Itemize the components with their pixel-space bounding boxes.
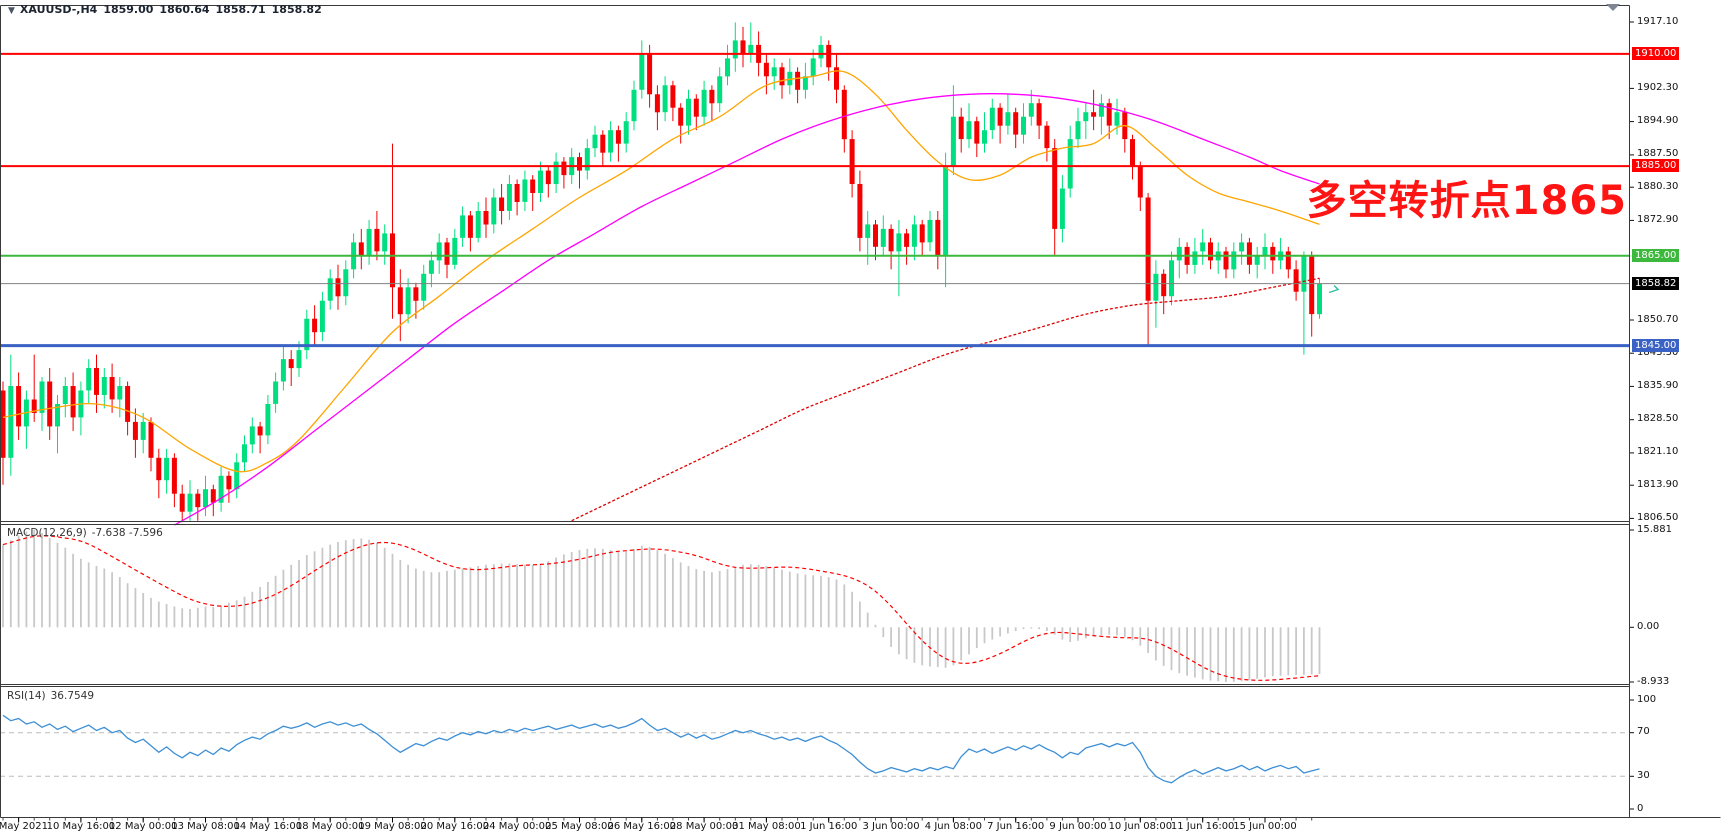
end-marker (1328, 285, 1340, 294)
date-tick-label: 26 May 16:00 (607, 821, 677, 832)
price-tick-label: 1894.90 (1637, 115, 1679, 127)
macd-indicator-label: MACD(12,26,9) -7.638 -7.596 (7, 527, 168, 539)
date-tick-label: 3 Jun 00:00 (862, 821, 920, 832)
macd-axis-label: -8.933 (1637, 675, 1670, 687)
date-tick-label: 13 May 08:00 (171, 821, 240, 832)
date-tick-label: 19 May 08:00 (358, 821, 427, 832)
price-tick-label: 1843.30 (1637, 346, 1679, 358)
price-tick-label: 1872.90 (1637, 213, 1679, 225)
date-tick-label: 28 May 00:00 (669, 821, 739, 832)
collapse-ohlc-icon[interactable]: ▼ (8, 6, 15, 16)
open-value: 1859.00 (103, 3, 154, 16)
rsi-line (2, 714, 1320, 784)
chart-shift-icon[interactable] (1606, 4, 1620, 11)
price-tick-label: 1806.50 (1637, 511, 1679, 523)
chart-header: ▼ XAUUSD-,H4 1859.00 1860.64 1858.71 1858.82 (8, 3, 328, 16)
date-tick-label: 10 Jun 08:00 (1108, 821, 1173, 832)
rsi-indicator-label: RSI(14) 36.7549 (7, 690, 99, 702)
price-tick-label: 1917.10 (1637, 15, 1679, 27)
date-tick-label: 12 May 00:00 (108, 821, 178, 832)
price-tick-label: 1850.70 (1637, 313, 1679, 325)
date-tick-label: 31 May 08:00 (732, 821, 801, 832)
price-tick-label: 1828.50 (1637, 413, 1679, 425)
price-tick-label: 1835.90 (1637, 379, 1679, 391)
candles-layer[interactable] (0, 22, 1323, 521)
rsi-axis-label: 70 (1637, 726, 1650, 738)
rsi-axis-label: 0 (1637, 802, 1644, 814)
macd-axis-label: 0.00 (1637, 620, 1660, 632)
rsi-value: 36.7549 (50, 690, 95, 702)
hline-price-tag[interactable]: 1885.00 (1632, 159, 1680, 173)
price-tick-label: 1813.90 (1637, 478, 1679, 490)
price-tick-label: 1880.30 (1637, 180, 1679, 192)
date-tick-label: 14 May 16:00 (233, 821, 303, 832)
ma-fast-orange (2, 70, 1320, 473)
current-price-tag: 1858.82 (1632, 276, 1680, 290)
price-tick-label: 1902.30 (1637, 81, 1679, 93)
date-tick-label: 4 Jun 08:00 (924, 821, 982, 832)
macd-values: -7.638 -7.596 (91, 527, 163, 539)
date-tick-label: 18 May 00:00 (295, 821, 365, 832)
rsi-axis-label: 30 (1637, 769, 1650, 781)
date-tick-label: 11 Jun 16:00 (1170, 821, 1235, 832)
macd-pane[interactable] (2, 529, 1321, 682)
macd-name: MACD(12,26,9) (7, 527, 87, 539)
low-value: 1858.71 (215, 3, 266, 16)
date-tick-label: 10 May 16:00 (46, 821, 116, 832)
ma-mid-magenta (174, 93, 1320, 526)
date-tick-label: 25 May 08:00 (545, 821, 614, 832)
close-value: 1858.82 (271, 3, 322, 16)
hline-price-tag[interactable]: 1845.00 (1632, 338, 1680, 352)
price-tick-label: 1887.50 (1637, 148, 1679, 160)
symbol-period-label: XAUUSD-,H4 (19, 3, 98, 16)
date-tick-label: 1 Jun 16:00 (800, 821, 858, 832)
date-tick-label: 24 May 00:00 (482, 821, 552, 832)
date-tick-label: 7 Jun 16:00 (987, 821, 1045, 832)
date-tick-label: 20 May 16:00 (420, 821, 490, 832)
price-tick-label: 1821.10 (1637, 446, 1679, 458)
price-annotation-text[interactable]: 多空转折点1865 (1306, 178, 1627, 224)
macd-axis-label: 15.881 (1637, 523, 1672, 535)
hline-price-tag[interactable]: 1910.00 (1632, 46, 1680, 60)
rsi-axis-label: 100 (1637, 693, 1657, 705)
macd-signal-line (2, 535, 1320, 681)
rsi-pane[interactable] (0, 714, 1630, 784)
hline-price-tag[interactable]: 1865.00 (1632, 248, 1680, 262)
rsi-name: RSI(14) (7, 690, 46, 702)
date-tick-label: 7 May 2021 (0, 821, 48, 832)
ma-slow-red (571, 277, 1320, 522)
date-tick-label: 15 Jun 00:00 (1233, 821, 1297, 832)
date-tick-label: 9 Jun 00:00 (1049, 821, 1107, 832)
high-value: 1860.64 (159, 3, 210, 16)
